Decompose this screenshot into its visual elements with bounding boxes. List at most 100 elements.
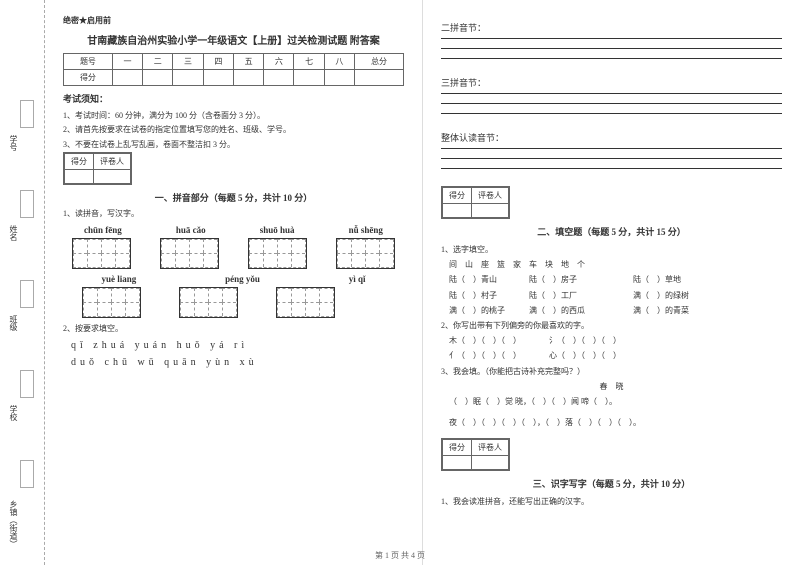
paper-title: 甘南藏族自治州实验小学一年级语文【上册】过关检测试题 附答案 (63, 32, 404, 47)
tian-grid-row (63, 288, 404, 317)
rule-line: 3、不要在试卷上乱写乱画，卷面不整洁扣 3 分。 (63, 138, 404, 152)
score-cell (324, 70, 354, 86)
score-row-label: 得分 (64, 70, 113, 86)
score-table: 题号 一 二 三 四 五 六 七 八 总分 得分 (63, 53, 404, 86)
pinyin-row: yuè liang péng yǒu yì qǐ (63, 274, 404, 284)
exam-notice-heading: 考试须知： (63, 92, 404, 105)
score-header: 二 (143, 54, 173, 70)
mark-cell (443, 204, 472, 218)
spine-label: 乡镇（街道） (8, 500, 19, 548)
pinyin-word: péng yǒu (225, 274, 260, 284)
pinyin-word: huā cǎo (176, 225, 206, 235)
question-label: 1、我会读准拼音，还能写出正确的汉字。 (441, 494, 782, 509)
tian-grid (73, 239, 130, 268)
answer-lines (441, 38, 782, 68)
tian-grid-row (63, 239, 404, 268)
mark-cell (472, 456, 509, 470)
score-cell (173, 70, 203, 86)
part2-title: 二、填空题（每题 5 分，共计 15 分） (441, 225, 782, 238)
right-column: 二拼音节： 三拼音节： 整体认读音节： 得分评卷人 二、填空题（每题 5 分，共… (423, 0, 800, 565)
left-column: 绝密★启用前 甘南藏族自治州实验小学一年级语文【上册】过关检测试题 附答案 题号… (45, 0, 423, 565)
score-header: 三 (173, 54, 203, 70)
spine-label: 学校 (8, 405, 19, 421)
fill-text: 亻（ ）（ ）（ ） 心（ ）（ ）（ ） (441, 348, 782, 363)
question-label: 1、选字填空。 (441, 242, 782, 257)
mark-label: 得分 (443, 440, 472, 456)
mark-label: 评卷人 (472, 188, 509, 204)
pinyin-word: yì qǐ (349, 274, 366, 284)
rule-line: 1、考试时间：60 分钟，满分为 100 分（含卷面分 3 分）。 (63, 109, 404, 123)
tian-grid (83, 288, 140, 317)
question-label: 2、你写出带有下列偏旁的你最喜欢的字。 (441, 318, 782, 333)
score-cell (294, 70, 324, 86)
question-label: 3、我会填。（你能把古诗补充完整吗？） (441, 364, 782, 379)
spine-fillbox (20, 460, 34, 488)
score-header: 七 (294, 54, 324, 70)
mark-box: 得分评卷人 (441, 438, 510, 471)
section-heading: 二拼音节： (441, 21, 782, 34)
pinyin-word: yuè liang (101, 274, 136, 284)
mark-box: 得分评卷人 (63, 152, 132, 185)
score-cell (112, 70, 142, 86)
tian-grid (180, 288, 237, 317)
pinyin-row: chūn fēng huā cǎo shuō huà nǚ shēng (63, 225, 404, 235)
pinyin-word: nǚ shēng (349, 225, 383, 235)
score-cell (233, 70, 263, 86)
section-heading: 三拼音节： (441, 76, 782, 89)
spine-fillbox (20, 190, 34, 218)
spine-fillbox (20, 280, 34, 308)
mark-label: 评卷人 (94, 154, 131, 170)
rule-line: 2、请首先按要求在试卷的指定位置填写您的姓名、班级、学号。 (63, 123, 404, 137)
fill-text: 夜（ ）（ ）（ ）（ ），（ ）落（ ）（ ）（ ）。 (441, 415, 782, 430)
spine-label: 学号 (8, 135, 19, 151)
fill-text: 陆（ ）村子 陆（ ）工厂 满（ ）的绿树 (441, 288, 782, 303)
poem-title: 春 晓 (441, 379, 782, 394)
score-header: 五 (233, 54, 263, 70)
spine-label: 班级 (8, 315, 19, 331)
fill-text: （ ）眠（ ）觉 晓，（ ）（ ）闻 啼（ ）。 (441, 394, 782, 409)
fill-text: 陆（ ）青山 陆（ ）房子 陆（ ）草地 (441, 272, 782, 287)
fill-text: 间 山 座 篮 家 车 块 地 个 (441, 257, 782, 272)
mark-cell (94, 170, 131, 184)
mark-box: 得分评卷人 (441, 186, 510, 219)
score-header: 题号 (64, 54, 113, 70)
score-header: 一 (112, 54, 142, 70)
pinyin-word: shuō huà (260, 225, 295, 235)
section-heading: 整体认读音节： (441, 131, 782, 144)
score-cell (143, 70, 173, 86)
tian-grid (161, 239, 218, 268)
spine-fillbox (20, 100, 34, 128)
binding-spine: 乡镇（街道） 学校 班级 姓名 学号 (0, 0, 45, 565)
question-label: 2、按要求填空。 (63, 323, 404, 334)
score-header: 六 (264, 54, 294, 70)
spine-label: 姓名 (8, 225, 19, 241)
tian-grid (249, 239, 306, 268)
part3-title: 三、识字写字（每题 5 分，共计 10 分） (441, 477, 782, 490)
score-header: 四 (203, 54, 233, 70)
spine-fillbox (20, 370, 34, 398)
score-cell (264, 70, 294, 86)
score-cell (355, 70, 404, 86)
pinyin-word: chūn fēng (84, 225, 122, 235)
answer-lines (441, 93, 782, 123)
tian-grid (277, 288, 334, 317)
mark-cell (472, 204, 509, 218)
confidential-tag: 绝密★启用前 (63, 15, 404, 26)
fill-text: 木（ ）（ ）（ ） 氵（ ）（ ）（ ） (441, 333, 782, 348)
mark-label: 得分 (65, 154, 94, 170)
fill-text: 满（ ）的桃子 满（ ）的西瓜 满（ ）的青菜 (441, 303, 782, 318)
mark-label: 得分 (443, 188, 472, 204)
score-header: 总分 (355, 54, 404, 70)
mark-cell (65, 170, 94, 184)
score-cell (203, 70, 233, 86)
tian-grid (337, 239, 394, 268)
pinyin-fill-line: qǐ zhuá yuán huǒ yá rì (63, 340, 404, 351)
question-label: 1、读拼音，写汉字。 (63, 208, 404, 219)
part1-title: 一、拼音部分（每题 5 分，共计 10 分） (63, 191, 404, 204)
score-header: 八 (324, 54, 354, 70)
page-footer: 第 1 页 共 4 页 (0, 550, 800, 561)
mark-label: 评卷人 (472, 440, 509, 456)
answer-lines (441, 148, 782, 178)
mark-cell (443, 456, 472, 470)
pinyin-fill-line: duǒ chū wū quān yùn xù (63, 357, 404, 368)
